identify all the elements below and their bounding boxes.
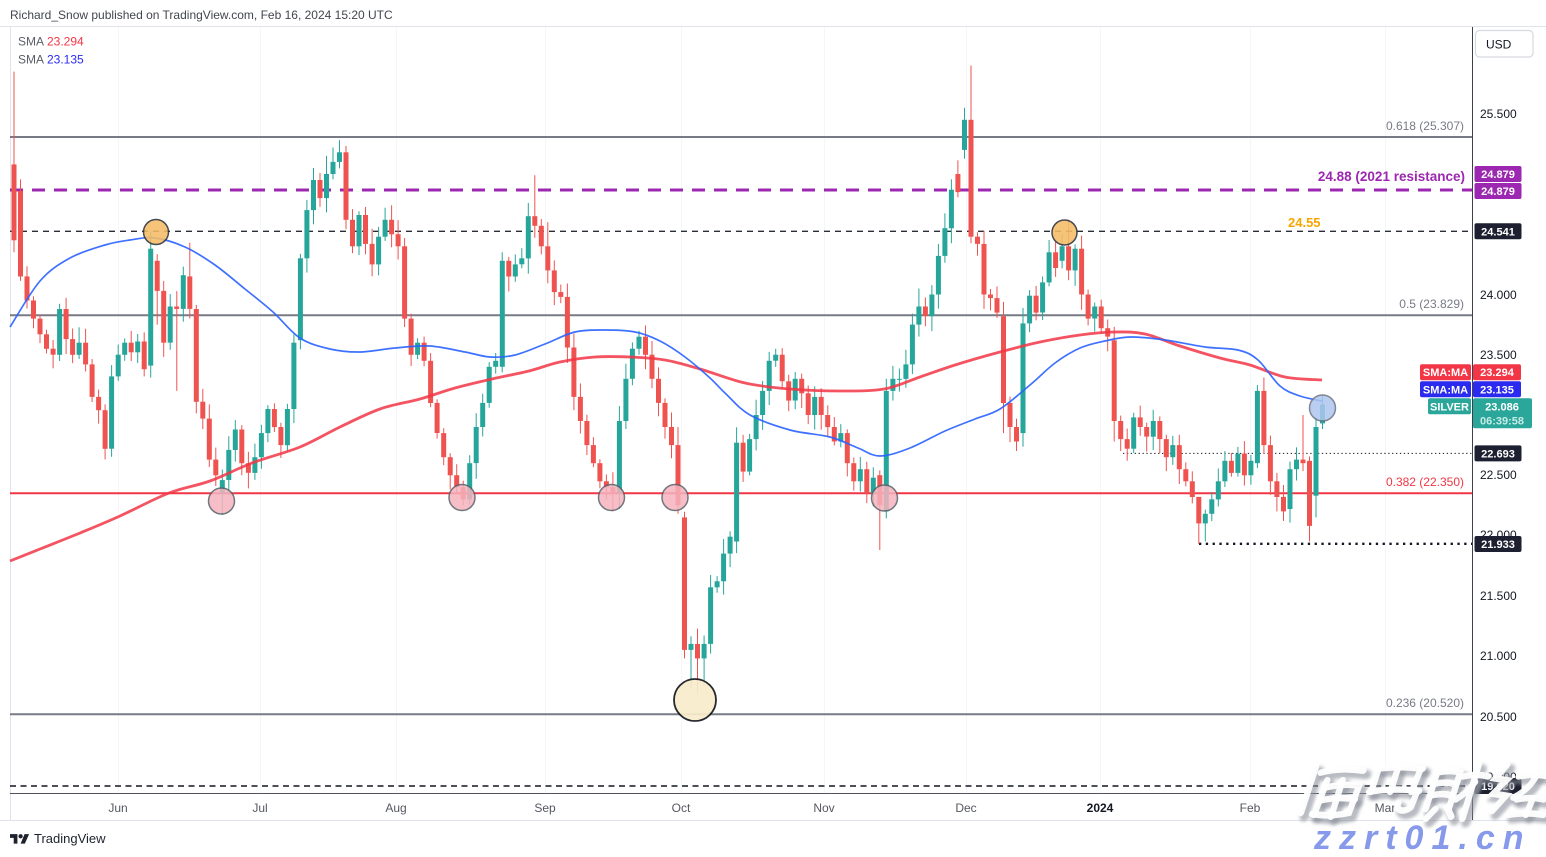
svg-text:Dec: Dec (955, 801, 976, 815)
svg-text:0.618 (25.307): 0.618 (25.307) (1386, 119, 1464, 133)
svg-text:20.500: 20.500 (1480, 710, 1517, 724)
svg-text:0.5 (23.829): 0.5 (23.829) (1399, 297, 1464, 311)
svg-text:Mar: Mar (1375, 801, 1396, 815)
svg-text:24.541: 24.541 (1481, 226, 1515, 238)
svg-text:25.500: 25.500 (1480, 107, 1517, 121)
svg-text:21.933: 21.933 (1481, 539, 1515, 551)
svg-text:21.500: 21.500 (1480, 589, 1517, 603)
svg-text:22.693: 22.693 (1481, 448, 1515, 460)
svg-text:Jul: Jul (252, 801, 267, 815)
svg-text:SMA: SMA (18, 53, 44, 67)
svg-text:Sep: Sep (534, 801, 556, 815)
svg-text:0.382 (22.350): 0.382 (22.350) (1386, 475, 1464, 489)
svg-text:SILVER: SILVER (1430, 401, 1469, 413)
svg-text:USD: USD (1486, 38, 1512, 52)
svg-text:23.135: 23.135 (1480, 384, 1514, 396)
svg-text:23.500: 23.500 (1480, 348, 1517, 362)
svg-text:23.135: 23.135 (47, 53, 84, 67)
svg-text:24.879: 24.879 (1481, 169, 1515, 181)
svg-text:Richard_Snow published on Trad: Richard_Snow published on TradingView.co… (10, 8, 393, 22)
svg-text:TradingView: TradingView (34, 831, 106, 846)
svg-text:24.88 (2021 resistance): 24.88 (2021 resistance) (1318, 169, 1465, 184)
svg-text:23.086: 23.086 (1485, 401, 1519, 413)
svg-text:Oct: Oct (672, 801, 691, 815)
svg-text:24.000: 24.000 (1480, 288, 1517, 302)
svg-text:Nov: Nov (813, 801, 834, 815)
svg-text:23.294: 23.294 (47, 35, 84, 49)
svg-text:06:39:58: 06:39:58 (1480, 415, 1524, 427)
svg-text:zzrt01.cn: zzrt01.cn (1313, 819, 1532, 857)
svg-text:Feb: Feb (1240, 801, 1261, 815)
svg-text:Aug: Aug (385, 801, 406, 815)
svg-text:2024: 2024 (1087, 801, 1114, 815)
svg-text:Jun: Jun (108, 801, 127, 815)
svg-text:24.55: 24.55 (1288, 215, 1321, 230)
svg-text:23.294: 23.294 (1480, 367, 1515, 379)
svg-text:SMA: SMA (18, 35, 44, 49)
svg-text:24.879: 24.879 (1481, 186, 1515, 198)
svg-text:SMA:MA: SMA:MA (1423, 367, 1468, 379)
svg-text:21.000: 21.000 (1480, 649, 1517, 663)
svg-text:SMA:MA: SMA:MA (1423, 384, 1468, 396)
svg-text:22.500: 22.500 (1480, 468, 1517, 482)
svg-text:0.236 (20.520): 0.236 (20.520) (1386, 696, 1464, 710)
